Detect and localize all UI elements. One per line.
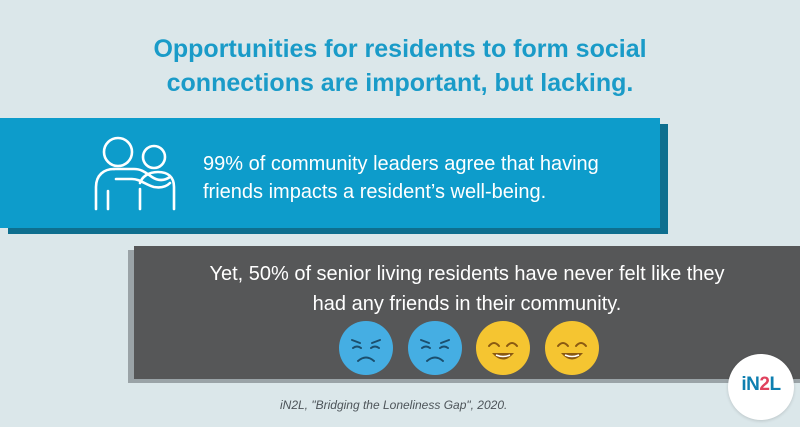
leaders-stat-line-2: friends impacts a resident’s well-being. [203,181,547,203]
residents-stat-text: Yet, 50% of senior living residents have… [150,259,784,319]
happy-face-icon [545,321,599,375]
sad-face-icon [408,321,462,375]
headline: Opportunities for residents to form soci… [60,32,740,100]
friends-embrace-icon [94,136,176,211]
leaders-stat-text: 99% of community leaders agree that havi… [203,150,653,206]
residents-stat-panel [134,246,800,379]
leaders-stat-line-1: 99% of community leaders agree that havi… [203,153,599,175]
residents-stat-line-1: Yet, 50% of senior living residents have… [209,263,725,285]
headline-line-1: Opportunities for residents to form soci… [153,35,647,63]
logo-wordmark: iN2L [728,374,794,396]
headline-line-2: connections are important, but lacking. [166,69,634,97]
residents-stat-line-2: had any friends in their community. [312,293,622,315]
logo-part-in: iN [741,374,760,395]
leaders-stat-panel [0,118,660,228]
happy-face-icon [476,321,530,375]
logo-part-l: L [769,374,781,395]
logo-part-2: 2 [759,374,770,395]
source-citation: iN2L, "Bridging the Loneliness Gap", 202… [280,398,508,412]
in2l-logo: iN2L [728,354,794,420]
sad-face-icon [339,321,393,375]
